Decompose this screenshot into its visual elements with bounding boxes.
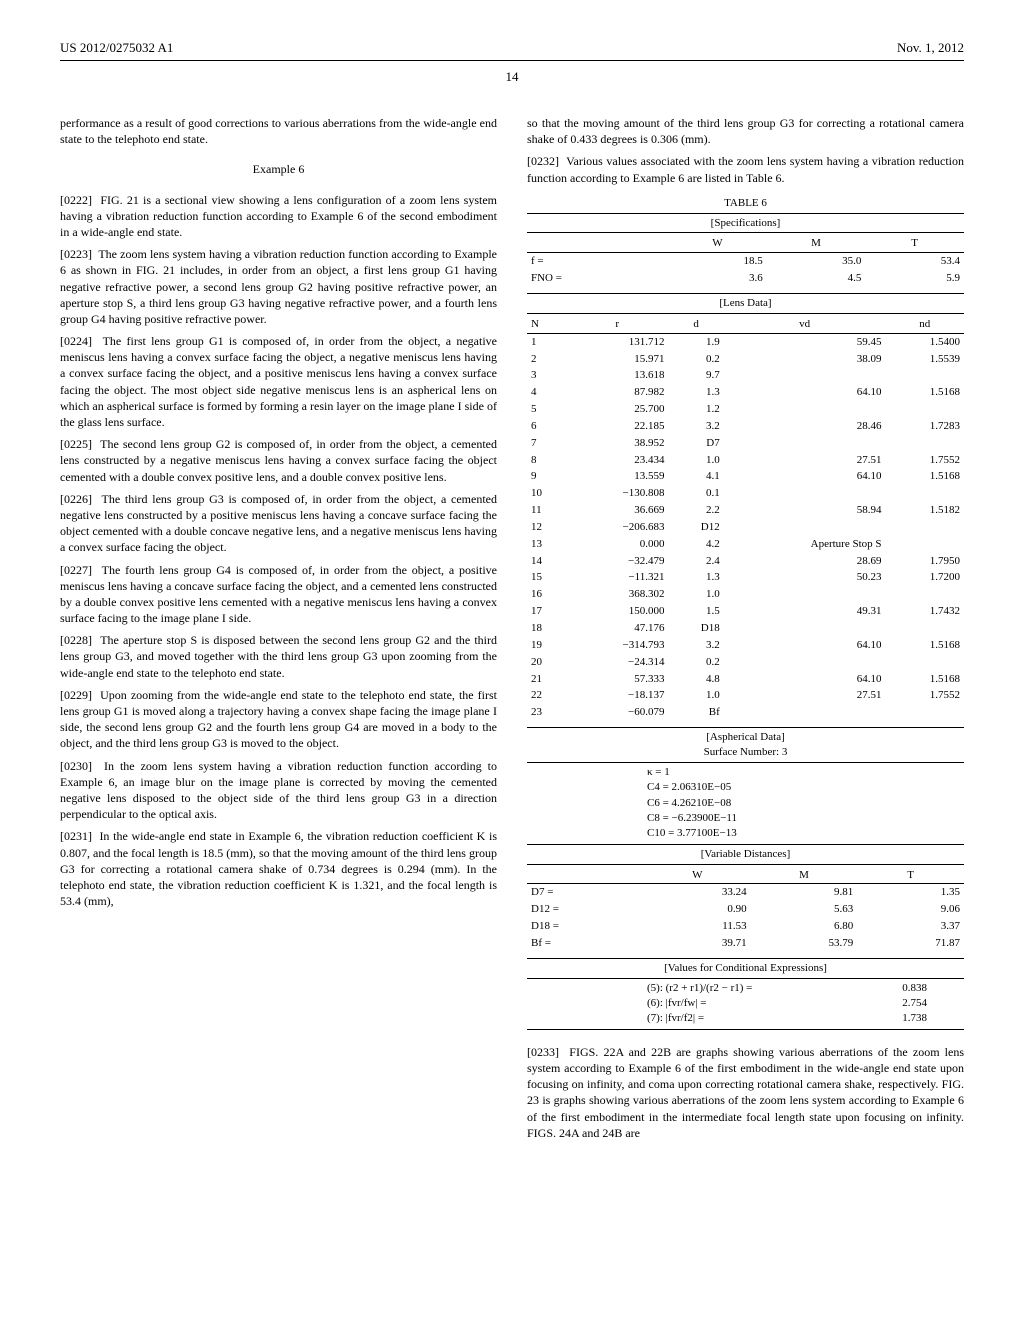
para-0226: [0226] The third lens group G3 is compos… [60,491,497,556]
para-top: so that the moving amount of the third l… [527,115,964,147]
para-0231: [0231] In the wide-angle end state in Ex… [60,828,497,909]
specifications-table: WMTf =18.535.053.4FNO =3.64.55.9 [527,235,964,287]
para-text: The first lens group G1 is composed of, … [60,334,497,429]
para-text: The zoom lens system having a vibration … [60,247,497,326]
aspherical-data: κ = 1C4 = 2.06310E−05C6 = 4.26210E−08C8 … [527,765,964,842]
para-0222: [0222] FIG. 21 is a sectional view showi… [60,192,497,241]
para-text: The third lens group G3 is composed of, … [60,492,497,555]
lens-data-table: Nrdvdnd1131.7121.959.451.5400215.9710.23… [527,316,964,721]
para-intro: performance as a result of good correcti… [60,115,497,147]
conditional-expressions: (5): (r2 + r1)/(r2 − r1) =0.838(6): |fvr… [527,981,964,1027]
publication-date: Nov. 1, 2012 [897,40,964,56]
right-column: so that the moving amount of the third l… [527,115,964,1147]
para-text: FIGS. 22A and 22B are graphs showing var… [527,1045,964,1140]
para-num: [0224] [60,334,92,348]
para-0230: [0230] In the zoom lens system having a … [60,758,497,823]
para-num: [0229] [60,688,92,702]
para-num: [0228] [60,633,92,647]
para-0232: [0232] Various values associated with th… [527,153,964,185]
para-0229: [0229] Upon zooming from the wide-angle … [60,687,497,752]
aspherical-label: [Aspherical Data] [527,730,964,745]
para-num: [0225] [60,437,92,451]
cond-label: [Values for Conditional Expressions] [527,961,964,976]
lens-label: [Lens Data] [527,296,964,311]
para-num: [0233] [527,1045,559,1059]
para-num: [0231] [60,829,92,843]
para-text: The aperture stop S is disposed between … [60,633,497,679]
para-num: [0222] [60,193,92,207]
para-text: In the zoom lens system having a vibrati… [60,759,497,822]
para-text: Upon zooming from the wide-angle end sta… [60,688,497,751]
para-num: [0223] [60,247,92,261]
publication-number: US 2012/0275032 A1 [60,40,173,56]
para-0227: [0227] The fourth lens group G4 is compo… [60,562,497,627]
para-0224: [0224] The first lens group G1 is compos… [60,333,497,430]
para-num: [0232] [527,154,559,168]
para-num: [0226] [60,492,92,506]
para-text: The second lens group G2 is composed of,… [60,437,497,483]
page-number: 14 [60,69,964,85]
para-text: FIG. 21 is a sectional view showing a le… [60,193,497,239]
para-0233: [0233] FIGS. 22A and 22B are graphs show… [527,1044,964,1141]
left-column: performance as a result of good correcti… [60,115,497,1147]
para-0223: [0223] The zoom lens system having a vib… [60,246,497,327]
example-title: Example 6 [60,161,497,177]
para-0225: [0225] The second lens group G2 is compo… [60,436,497,485]
para-text: Various values associated with the zoom … [527,154,964,184]
para-text: In the wide-angle end state in Example 6… [60,829,497,908]
para-text: The fourth lens group G4 is composed of,… [60,563,497,626]
para-0228: [0228] The aperture stop S is disposed b… [60,632,497,681]
specs-label: [Specifications] [527,216,964,231]
para-num: [0227] [60,563,92,577]
para-num: [0230] [60,759,92,773]
vardist-label: [Variable Distances] [527,847,964,862]
table-title: TABLE 6 [527,196,964,211]
variable-distances-table: WMTD7 =33.249.811.35D12 =0.905.639.06D18… [527,867,964,952]
aspherical-surface: Surface Number: 3 [527,745,964,760]
